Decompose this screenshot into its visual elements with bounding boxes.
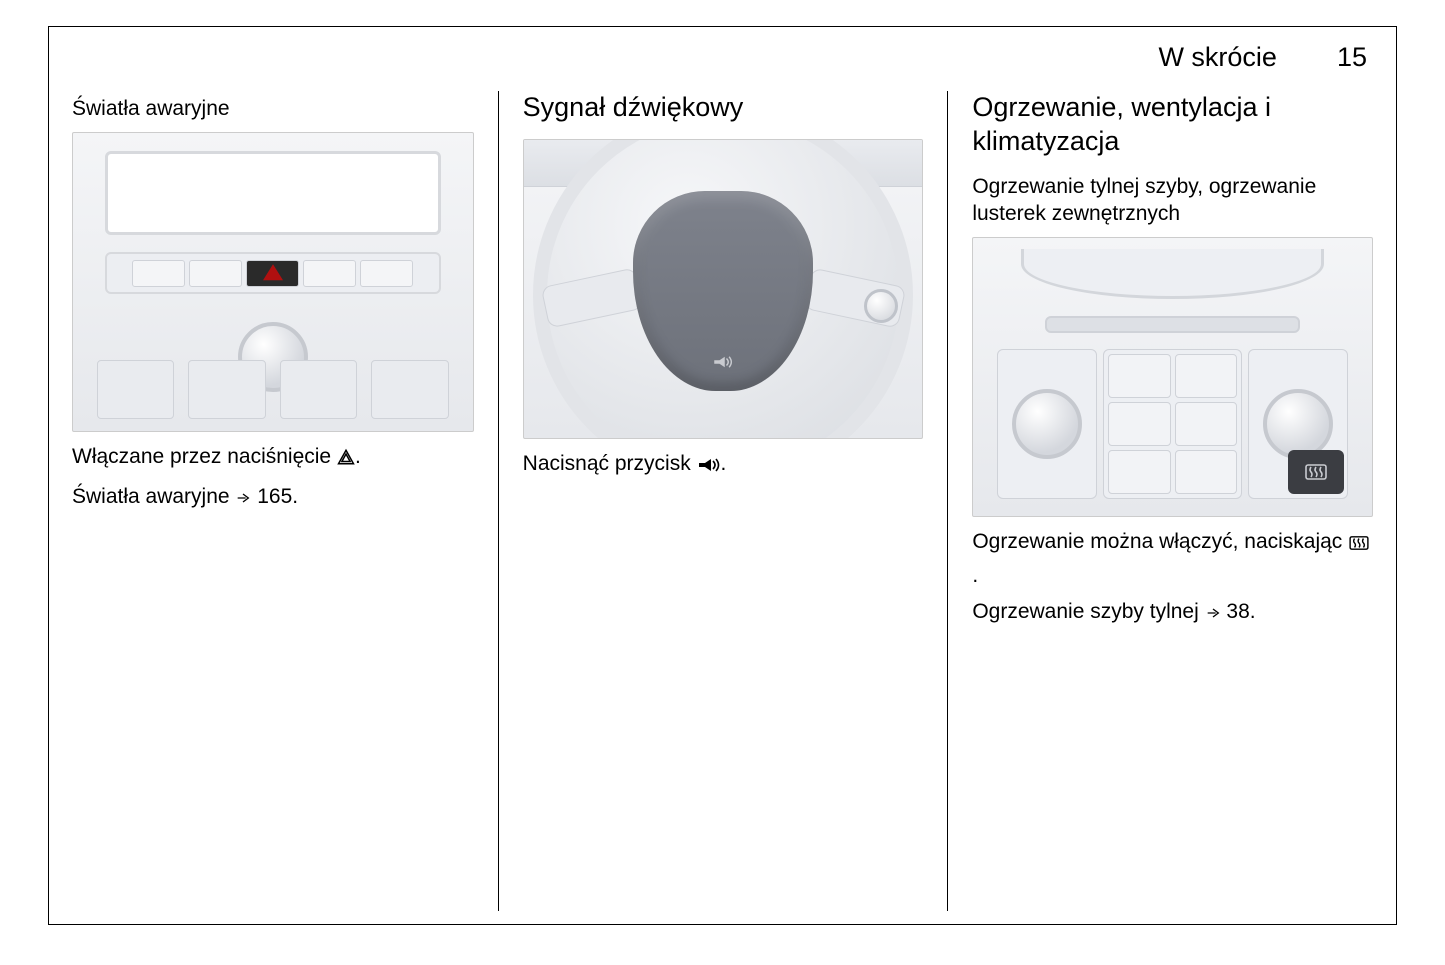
hazard-ref-page: 165. <box>251 485 298 508</box>
hazard-text-2a: Światła awaryjne <box>72 485 235 508</box>
hazard-triangle-icon <box>337 445 355 475</box>
hazard-button-illustration <box>246 260 299 286</box>
horn-text: Nacisnąć przycisk . <box>523 449 924 482</box>
horn-title: Sygnał dźwiękowy <box>523 91 924 125</box>
figure-climate-panel <box>972 237 1373 517</box>
climate-text-1: Ogrzewanie można włączyć, naciskając . <box>972 527 1373 591</box>
hazard-text-1: Włączane przez naciśnięcie . <box>72 442 474 475</box>
rear-defrost-icon <box>1348 530 1370 560</box>
page-header: W skrócie 15 <box>48 28 1397 91</box>
climate-text-2a: Ogrzewanie szyby tylnej <box>972 600 1204 623</box>
hazard-text-1a: Włączane przez naciśnięcie <box>72 445 337 468</box>
horn-icon <box>697 452 721 482</box>
column-horn: Sygnał dźwiękowy Nacisnąć przycisk <box>498 91 948 911</box>
rear-defrost-button-illustration <box>1288 450 1344 494</box>
page-reference-arrow-icon <box>1205 600 1221 630</box>
horn-icon-on-wheel <box>712 355 734 369</box>
figure-hazard-panel <box>72 132 474 432</box>
page-number: 15 <box>1337 42 1367 73</box>
climate-subtitle: Ogrzewanie tylnej szyby, ogrzewanie lust… <box>972 173 1373 228</box>
climate-title: Ogrzewanie, wentylacja i klimatyzacja <box>972 91 1373 159</box>
climate-text-1a: Ogrzewanie można włączyć, naciskając <box>972 530 1348 553</box>
climate-ref-page: 38. <box>1221 600 1256 623</box>
climate-text-1b: . <box>972 564 978 587</box>
horn-text-a: Nacisnąć przycisk <box>523 452 697 475</box>
hazard-text-2: Światła awaryjne 165. <box>72 482 474 515</box>
figure-steering-wheel <box>523 139 924 439</box>
horn-text-b: . <box>721 452 727 475</box>
column-hazard-lights: Światła awaryjne Włączane przez naciśnię… <box>48 91 498 911</box>
hazard-lights-title: Światła awaryjne <box>72 95 474 122</box>
hazard-text-1b: . <box>355 445 361 468</box>
header-section-title: W skrócie <box>1158 42 1277 73</box>
page-reference-arrow-icon <box>235 485 251 515</box>
column-climate: Ogrzewanie, wentylacja i klimatyzacja Og… <box>947 91 1397 911</box>
climate-text-2: Ogrzewanie szyby tylnej 38. <box>972 597 1373 630</box>
